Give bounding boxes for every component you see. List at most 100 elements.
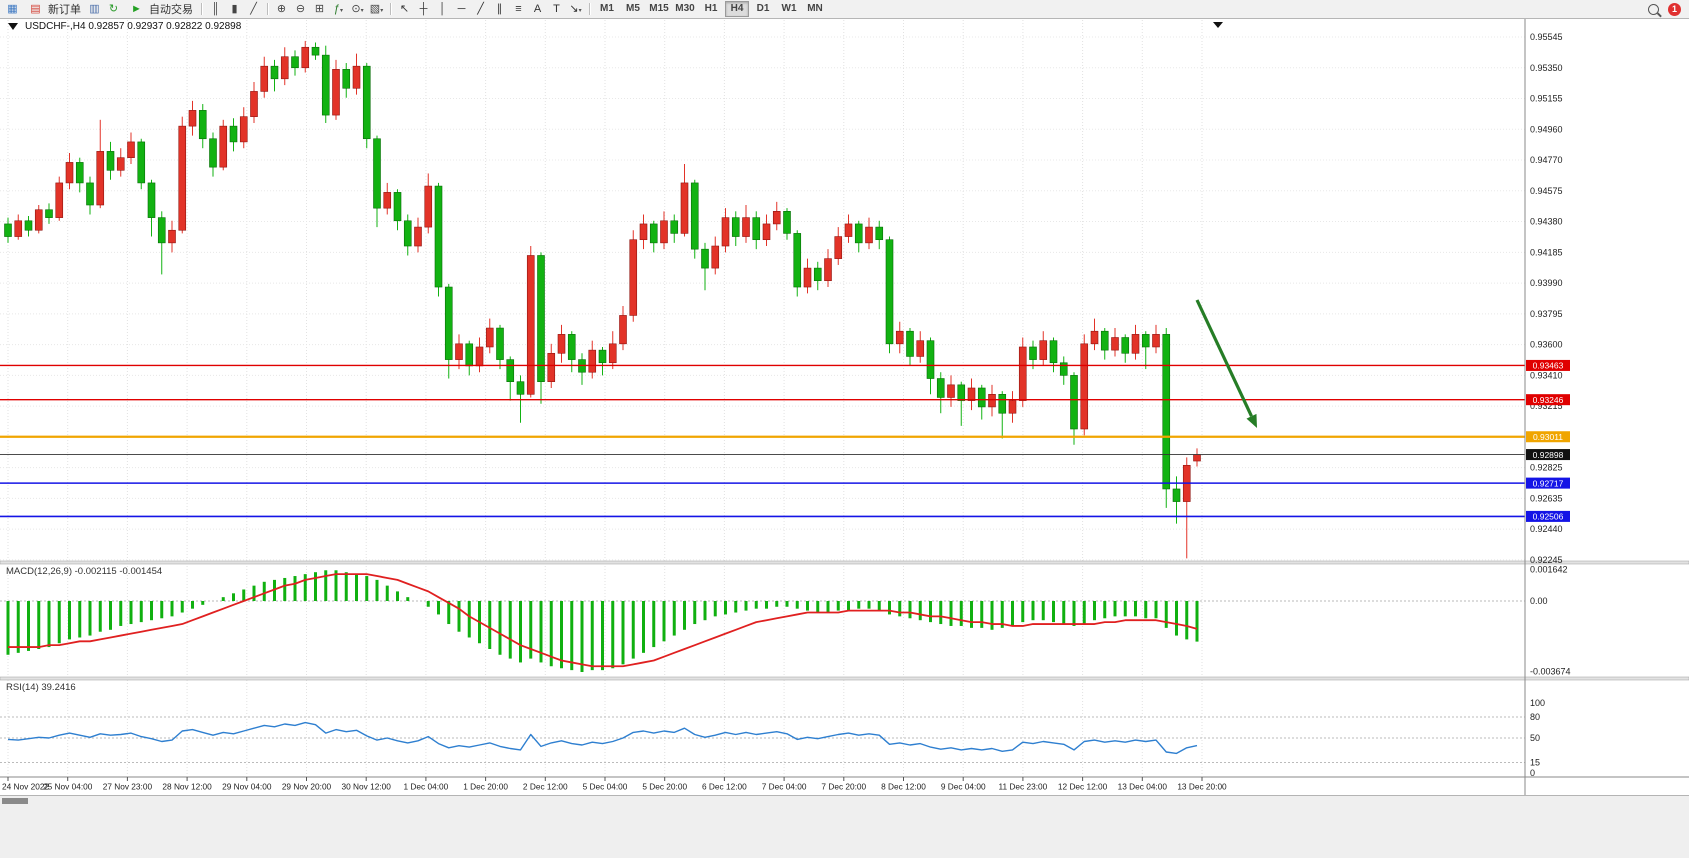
toolbar-separator [390,3,391,15]
level-price-tag[interactable] [1526,431,1570,443]
svg-text:30 Nov 12:00: 30 Nov 12:00 [342,782,392,792]
notification-badge[interactable]: 1 [1668,2,1681,16]
zoom-out-icon[interactable]: ⊖ [295,2,306,15]
svg-text:0.93600: 0.93600 [1530,340,1563,350]
periods-icon-caret: ▾ [360,7,364,14]
timeframe-w1[interactable]: W1 [781,3,797,14]
svg-text:9 Dec 04:00: 9 Dec 04:00 [941,782,986,792]
crosshair-icon[interactable]: ┼ [419,2,428,15]
chart-title-bar: USDCHF-,H4 0.92857 0.92937 0.92822 0.928… [8,21,241,32]
svg-text:1 Dec 20:00: 1 Dec 20:00 [463,782,508,792]
svg-text:50: 50 [1530,733,1540,743]
level-price-tag[interactable] [1526,394,1570,406]
zoom-in-icon[interactable]: ⊕ [276,2,287,15]
bar-chart-icon[interactable]: ║ [211,2,220,15]
svg-text:15: 15 [1530,758,1540,768]
search-icon[interactable] [1648,3,1659,15]
price-level-lines[interactable] [0,364,1525,518]
trendline-icon[interactable]: ╱ [477,2,484,15]
chart-shift-icon[interactable] [1213,22,1223,28]
arrows-icon-caret: ▾ [578,7,582,14]
timeframe-mn[interactable]: MN [807,3,823,14]
autotrading-button-icon: ► [131,2,142,15]
svg-text:27 Nov 23:00: 27 Nov 23:00 [103,782,153,792]
level-price-tag[interactable] [1526,477,1570,489]
templates-icon-caret: ▾ [380,7,384,14]
toolbar-right: 1 [1648,2,1686,16]
fibonacci-icon[interactable]: ≡ [515,2,522,15]
svg-text:0.94380: 0.94380 [1530,217,1563,227]
horizontal-line-icon[interactable]: ─ [457,2,466,15]
macd-panel [0,570,1525,673]
refresh-icon[interactable]: ↻ [108,2,119,15]
svg-text:0.94185: 0.94185 [1530,247,1563,257]
indicators-icon-caret: ▾ [340,7,344,14]
chart-dropdown-icon[interactable] [8,23,18,30]
timeframe-h4[interactable]: H4 [725,1,749,17]
horizontal-scrollbar-thumb[interactable] [2,798,28,804]
templates-icon[interactable]: ▧▾ [369,2,384,15]
svg-text:0.93215: 0.93215 [1530,401,1563,411]
svg-text:0.92440: 0.92440 [1530,524,1563,534]
svg-text:12 Dec 12:00: 12 Dec 12:00 [1058,782,1108,792]
autotrading-button[interactable]: ► 自动交易 [123,2,197,17]
rsi-panel [0,716,1525,763]
level-price-tag[interactable] [1526,510,1570,522]
window-bottom-area [0,796,1689,858]
line-chart-icon[interactable]: ╱ [250,2,257,15]
svg-text:-0.003674: -0.003674 [1530,667,1571,677]
new-order-button-icon: ▤ [30,2,41,15]
cursor-icon[interactable]: ↖ [399,2,410,15]
svg-text:0.93463: 0.93463 [1533,361,1564,371]
svg-text:11 Dec 23:00: 11 Dec 23:00 [999,782,1048,792]
indicators-icon[interactable]: ƒ▾ [333,2,344,15]
arrows-icon[interactable]: ↘▾ [569,2,582,15]
new-chart-icon[interactable]: ▦ [7,2,18,15]
toolbar-separator [589,3,590,15]
periods-icon[interactable]: ⊙▾ [351,2,364,15]
channel-icon[interactable]: ∥ [496,2,503,15]
text-label-icon[interactable]: T [553,2,560,15]
panel-splitter[interactable] [0,560,1689,565]
chart-title: USDCHF-,H4 0.92857 0.92937 0.92822 0.928… [25,21,242,32]
panel-splitter[interactable] [0,676,1689,681]
price-axis[interactable]: 0.95545 0.95350 0.95155 0.94960 0.94770 0.945… [1524,19,1571,795]
svg-text:0.93990: 0.93990 [1530,278,1563,288]
chart-background [0,18,1689,796]
timeframe-m30[interactable]: M30 [675,3,695,14]
svg-text:0.92898: 0.92898 [1533,450,1564,460]
svg-text:24 Nov 2022: 24 Nov 2022 [2,782,49,792]
timeframe-m15[interactable]: M15 [649,3,669,14]
svg-text:5 Dec 20:00: 5 Dec 20:00 [642,782,687,792]
timeframe-h1[interactable]: H1 [704,3,718,14]
market-watch-icon[interactable]: ▥ [89,2,100,15]
timeframe-d1[interactable]: D1 [756,3,770,14]
svg-text:29 Nov 04:00: 29 Nov 04:00 [222,782,272,792]
svg-text:0.95545: 0.95545 [1530,32,1563,42]
svg-text:0.93011: 0.93011 [1533,432,1563,442]
toolbar-separator [201,3,202,15]
timeframe-m1[interactable]: M1 [600,3,614,14]
candlestick-chart-icon[interactable]: ▮ [231,2,238,15]
svg-text:0.95350: 0.95350 [1530,63,1563,73]
timeframe-m5[interactable]: M5 [626,3,640,14]
text-icon[interactable]: A [533,2,542,15]
svg-text:13 Dec 20:00: 13 Dec 20:00 [1177,782,1227,792]
tile-windows-icon[interactable]: ⊞ [314,2,325,15]
vertical-line-icon[interactable]: │ [439,2,446,15]
svg-text:0.92825: 0.92825 [1530,463,1563,473]
svg-text:5 Dec 04:00: 5 Dec 04:00 [583,782,628,792]
macd-label: MACD(12,26,9) -0.002115 -0.001454 [6,566,163,577]
svg-text:0.92245: 0.92245 [1530,555,1563,565]
svg-text:0.001642: 0.001642 [1530,564,1568,574]
svg-text:80: 80 [1530,712,1540,722]
macd-signal-line [8,573,1198,668]
svg-text:2 Dec 12:00: 2 Dec 12:00 [523,782,568,792]
new-order-button[interactable]: ▤ 新订单 [22,2,85,17]
svg-text:25 Nov 04:00: 25 Nov 04:00 [43,782,93,792]
level-price-tag[interactable] [1526,359,1570,371]
down-arrow-annotation[interactable] [1195,299,1257,428]
